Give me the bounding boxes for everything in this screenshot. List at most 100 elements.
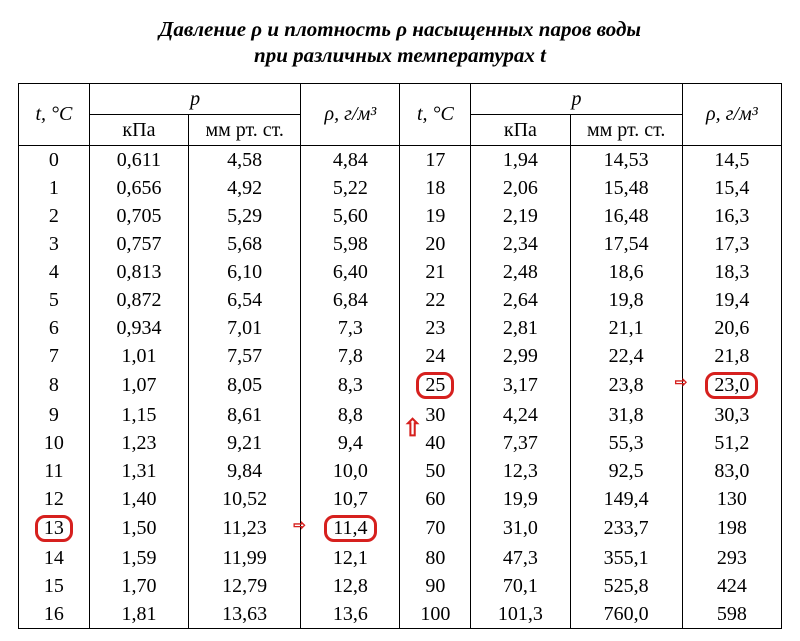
table-cell: 5,60 xyxy=(301,202,400,230)
col-kpa-right: кПа xyxy=(471,114,570,145)
table-cell: 198 xyxy=(682,513,781,544)
table-cell: 7,01 xyxy=(189,314,301,342)
table-row: 151,7012,7912,89070,1525,8424 xyxy=(19,572,782,600)
table-cell: 19 xyxy=(400,202,471,230)
table-cell: 16 xyxy=(19,600,90,629)
table-cell: 2,64 xyxy=(471,286,570,314)
col-rho-left: ρ, г/м³ xyxy=(301,83,400,145)
table-cell: 10 xyxy=(19,429,90,457)
table-cell: 12,8 xyxy=(301,572,400,600)
table-cell: 2,06 xyxy=(471,174,570,202)
table-row: 30,7575,685,98202,3417,5417,3 xyxy=(19,230,782,258)
table-cell: 4,92 xyxy=(189,174,301,202)
col-mm-left: мм рт. ст. xyxy=(189,114,301,145)
table-cell: 6,10 xyxy=(189,258,301,286)
table-cell: 5,98 xyxy=(301,230,400,258)
table-cell: 9,21 xyxy=(189,429,301,457)
table-cell: 60 xyxy=(400,485,471,513)
table-cell: 15,4 xyxy=(682,174,781,202)
table-cell: 1,15 xyxy=(89,401,188,429)
table-cell: 50 xyxy=(400,457,471,485)
table-cell: 8,61 xyxy=(189,401,301,429)
table-cell: 16,3 xyxy=(682,202,781,230)
table-cell: 0,757 xyxy=(89,230,188,258)
table-cell: 92,5 xyxy=(570,457,682,485)
table-cell: 7,57 xyxy=(189,342,301,370)
table-cell: 18,3 xyxy=(682,258,781,286)
table-cell: 0 xyxy=(19,145,90,174)
table-cell: 83,0 xyxy=(682,457,781,485)
table-cell: ⇧40 xyxy=(400,429,471,457)
table-cell: 80 xyxy=(400,544,471,572)
table-cell: 70 xyxy=(400,513,471,544)
table-row: 111,319,8410,05012,392,583,0 xyxy=(19,457,782,485)
table-cell: 1,40 xyxy=(89,485,188,513)
table-cell: 7,8 xyxy=(301,342,400,370)
table-cell: 8,3 xyxy=(301,370,400,401)
table-cell: 51,2 xyxy=(682,429,781,457)
table-cell: 17 xyxy=(400,145,471,174)
table-cell: 10,52 xyxy=(189,485,301,513)
table-cell: 7 xyxy=(19,342,90,370)
col-p-group-right: p xyxy=(471,83,682,114)
table-cell: 23 xyxy=(400,314,471,342)
table-cell: 13 xyxy=(19,513,90,544)
table-cell: 5,29 xyxy=(189,202,301,230)
table-row: 161,8113,6313,6100101,3760,0598 xyxy=(19,600,782,629)
table-cell: 47,3 xyxy=(471,544,570,572)
table-cell: 2,48 xyxy=(471,258,570,286)
table-cell: 13,63 xyxy=(189,600,301,629)
table-cell: 10,0 xyxy=(301,457,400,485)
table-cell: 1,81 xyxy=(89,600,188,629)
table-cell: 0,656 xyxy=(89,174,188,202)
table-cell: 10,7 xyxy=(301,485,400,513)
table-cell: 1,50 xyxy=(89,513,188,544)
table-cell: 9,84 xyxy=(189,457,301,485)
table-cell: 1,23 xyxy=(89,429,188,457)
table-cell: 55,3 xyxy=(570,429,682,457)
table-cell: 18,6 xyxy=(570,258,682,286)
table-cell: 5,68 xyxy=(189,230,301,258)
table-cell: 22 xyxy=(400,286,471,314)
table-cell: 8,8 xyxy=(301,401,400,429)
table-cell: 1,59 xyxy=(89,544,188,572)
table-cell: 24 xyxy=(400,342,471,370)
table-cell: 424 xyxy=(682,572,781,600)
table-cell: 4,84 xyxy=(301,145,400,174)
table-cell: 1,70 xyxy=(89,572,188,600)
table-cell: 19,4 xyxy=(682,286,781,314)
table-cell: 90 xyxy=(400,572,471,600)
table-cell: 20,6 xyxy=(682,314,781,342)
table-cell: 101,3 xyxy=(471,600,570,629)
col-mm-right: мм рт. ст. xyxy=(570,114,682,145)
table-cell: 5 xyxy=(19,286,90,314)
table-cell: 12,1 xyxy=(301,544,400,572)
table-row: 10,6564,925,22182,0615,4815,4 xyxy=(19,174,782,202)
table-row: 60,9347,017,3232,8121,120,6 xyxy=(19,314,782,342)
right-arrow-icon: ⇨ xyxy=(293,517,306,535)
table-cell: 11 xyxy=(19,457,90,485)
table-cell: 23,8 xyxy=(570,370,682,401)
table-cell: 149,4 xyxy=(570,485,682,513)
table-cell: 4 xyxy=(19,258,90,286)
table-cell: 355,1 xyxy=(570,544,682,572)
table-cell: 2,34 xyxy=(471,230,570,258)
table-cell: 293 xyxy=(682,544,781,572)
table-cell: 233,7 xyxy=(570,513,682,544)
col-kpa-left: кПа xyxy=(89,114,188,145)
table-cell: 18 xyxy=(400,174,471,202)
table-cell: 14,53 xyxy=(570,145,682,174)
table-cell: 9,4 xyxy=(301,429,400,457)
table-cell: 598 xyxy=(682,600,781,629)
table-cell: 4,24 xyxy=(471,401,570,429)
title-line-2: при различных температурах t xyxy=(254,43,546,67)
table-cell: 6,84 xyxy=(301,286,400,314)
table-cell: 4,58 xyxy=(189,145,301,174)
table-cell: 130 xyxy=(682,485,781,513)
table-cell: 31,0 xyxy=(471,513,570,544)
table-cell: 19,8 xyxy=(570,286,682,314)
table-cell: 6 xyxy=(19,314,90,342)
table-cell: 525,8 xyxy=(570,572,682,600)
table-row: 101,239,219,4⇧407,3755,351,2 xyxy=(19,429,782,457)
table-cell: ⇨23,0 xyxy=(682,370,781,401)
